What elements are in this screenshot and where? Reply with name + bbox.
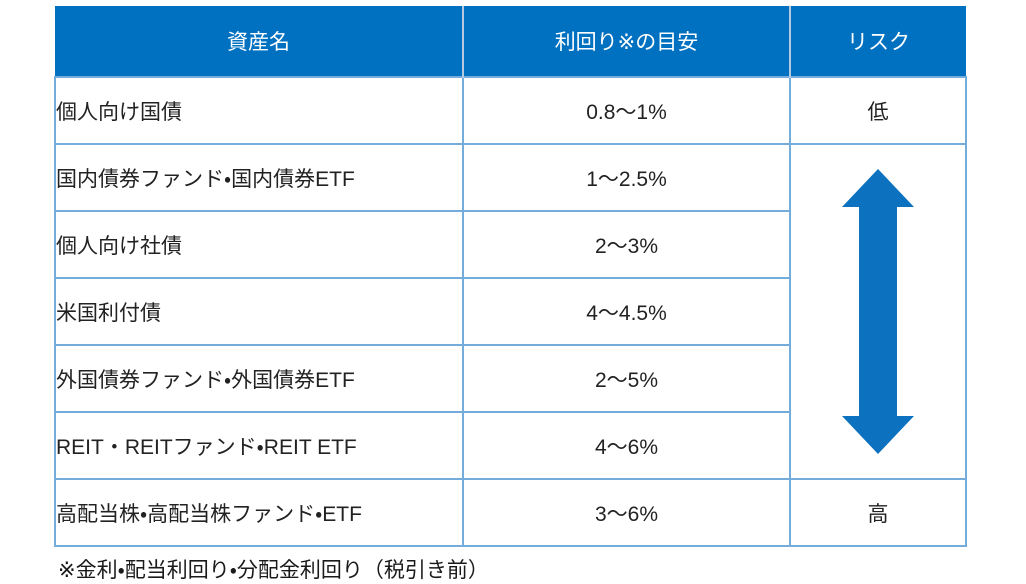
table-row: 国内債券ファンド・国内債券ETF 1～2.5% [54, 143, 967, 480]
yield-cell: 3～6% [462, 478, 791, 547]
yield-cell: 1～2.5% [462, 143, 791, 212]
risk-arrow-cell [789, 143, 967, 480]
header-yield-guideline: 利回り※の目安 [462, 6, 790, 77]
table-row: 米国利付債 4～4.5% [54, 277, 966, 346]
yield-cell: 2～5% [462, 344, 791, 413]
asset-yield-risk-table-container: 資産名 利回り※の目安 リスク 個人向け国債 0.8～1% 低 国内債券ファンド… [54, 6, 967, 547]
yield-cell: 0.8～1% [462, 76, 791, 145]
asset-cell: REIT・REITファンド・REIT ETF [54, 411, 464, 480]
asset-cell: 国内債券ファンド・国内債券ETF [54, 143, 464, 212]
table-row: 外国債券ファンド・外国債券ETF 2～5% [54, 344, 966, 413]
header-asset-name: 資産名 [55, 6, 463, 77]
footnote: ※金利・配当利回り・分配金利回り（税引き前） [58, 559, 489, 582]
table-row: REIT・REITファンド・REIT ETF 4～6% [54, 411, 966, 480]
table-header-row: 資産名 利回り※の目安 リスク [55, 6, 966, 77]
risk-low-cell: 低 [789, 76, 967, 145]
asset-yield-risk-table: 資産名 利回り※の目安 リスク 個人向け国債 0.8～1% 低 国内債券ファンド… [54, 6, 967, 547]
table-row: 高配当株・高配当株ファンド・ETF 3～6% 高 [54, 478, 967, 547]
yield-cell: 2～3% [462, 210, 791, 279]
asset-cell: 外国債券ファンド・外国債券ETF [54, 344, 464, 413]
header-risk: リスク [789, 6, 966, 77]
asset-cell: 個人向け国債 [54, 76, 464, 145]
asset-cell: 個人向け社債 [54, 210, 464, 279]
risk-double-arrow-icon [842, 169, 914, 454]
yield-cell: 4～6% [462, 411, 791, 480]
asset-cell: 米国利付債 [54, 277, 464, 346]
risk-high-cell: 高 [789, 478, 967, 547]
asset-cell: 高配当株・高配当株ファンド・ETF [54, 478, 464, 547]
yield-cell: 4～4.5% [462, 277, 791, 346]
table-row: 個人向け社債 2～3% [54, 210, 966, 279]
table-row: 個人向け国債 0.8～1% 低 [54, 76, 967, 145]
